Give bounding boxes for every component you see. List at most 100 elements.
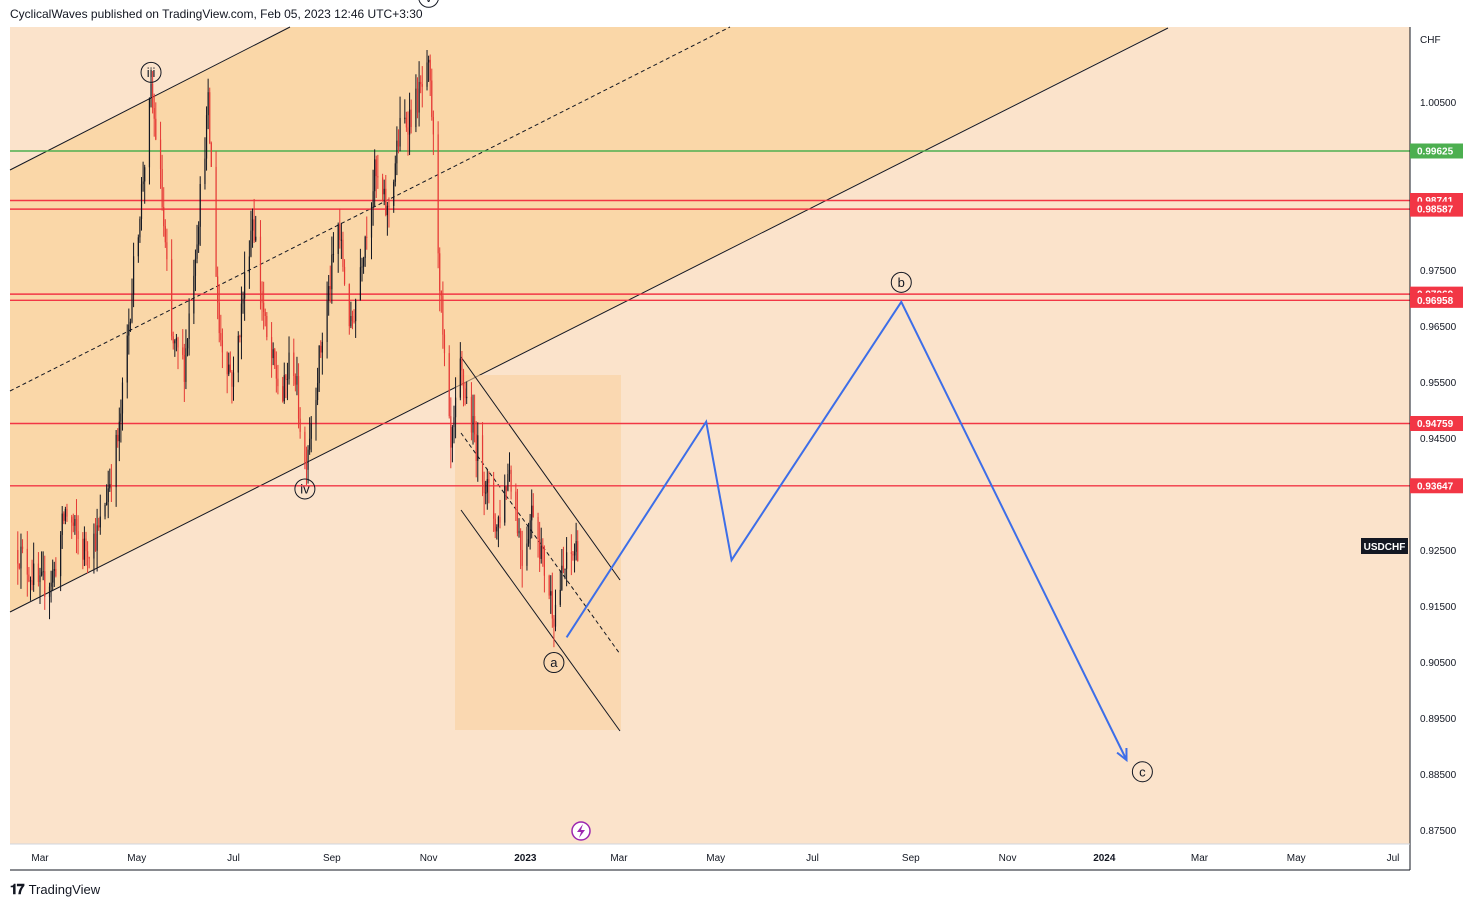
candle [353,309,355,324]
candle-body [129,321,132,325]
candle-body [128,324,130,336]
candle-body [263,302,265,313]
candle-body [561,565,563,590]
candle [75,499,78,554]
time-tick-label: May [1287,853,1306,864]
candle [410,99,412,134]
candle-body [337,224,339,254]
wave-label-iv: iv [294,478,316,500]
candle-body [488,479,490,483]
candle [516,488,519,537]
candle [461,350,463,386]
candle [415,74,417,133]
candle-body [104,504,106,517]
candle [155,102,157,141]
candle [177,336,179,370]
candle [350,301,352,329]
candle [507,463,509,492]
candle-body [110,484,112,488]
candle [399,96,401,152]
candle-body [88,557,90,559]
price-level-tag: 0.94759 [1410,415,1463,431]
candle-body [217,276,219,303]
candle-body [186,338,189,349]
candle [418,61,420,127]
wave-label-text: c [1139,764,1146,779]
candle-body [61,513,63,535]
candle-body [420,81,422,85]
candle-body [166,242,168,260]
price-level-tag: 0.98587 [1410,201,1463,217]
candle [332,232,335,263]
candle [77,515,79,555]
wave-label-text: iv [300,481,310,496]
candle-body [44,571,46,597]
candle-body [229,364,231,372]
candle-body [328,286,330,301]
candle [182,329,184,360]
candle [60,531,62,592]
candle-body [572,553,574,556]
candle [131,278,133,324]
candle [521,530,523,588]
candle [477,422,479,482]
candle-body [326,300,328,342]
candle [527,522,530,547]
wave-label-text: iii [147,65,156,80]
candle [474,394,476,443]
candle-body [342,239,344,267]
candle [210,141,212,168]
candle [320,340,322,358]
candle [450,397,452,469]
candle [453,405,455,444]
candle [342,231,344,272]
candle [83,526,86,567]
candle [326,281,328,359]
candle [428,55,430,82]
price-level-tag-text: 0.99625 [1417,147,1454,158]
candle [40,551,43,577]
candle [237,331,239,383]
candle-body [539,539,541,559]
candle [304,426,306,470]
candle-body [142,181,144,185]
candle [164,219,166,248]
candle-body [93,533,95,559]
candle-body [305,463,308,470]
candle-body [94,533,97,551]
candle-body [548,575,550,596]
candle [63,511,65,525]
candle [153,93,155,137]
candle [570,534,572,576]
candle [464,382,466,406]
price-level-tag-text: 0.98587 [1417,205,1454,216]
candle-body [86,551,89,558]
candle-body [516,510,519,534]
candle-body [361,266,363,268]
candle [144,164,146,204]
candle [228,352,230,377]
candle [126,324,128,399]
candle [140,177,143,231]
candle [355,298,357,338]
candle [443,329,446,367]
candle [540,527,542,564]
candle [466,381,468,405]
candle-body [432,116,434,135]
candle-body [521,549,523,566]
candle-body [274,349,276,366]
candle-body [66,508,68,517]
candles [17,50,579,648]
candle [470,382,473,441]
candle [148,97,151,185]
candle [372,169,374,226]
candle-body [470,396,473,433]
candle [348,283,350,335]
candle-body [244,272,246,299]
symbol-tag: USDCHF [1361,538,1408,554]
candle-body [253,219,255,241]
candle-body [382,177,384,195]
candle [309,417,311,455]
candle [109,468,111,492]
